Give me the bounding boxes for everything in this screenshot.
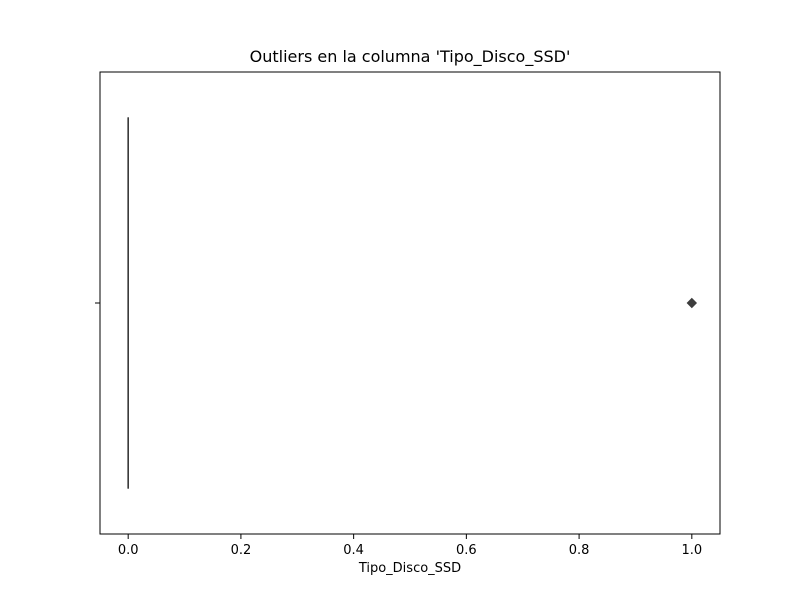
x-tick-label: 0.4 [343, 543, 364, 558]
plot-area-frame [99, 71, 721, 535]
x-tick-label: 0.2 [231, 543, 252, 558]
outlier-points [686, 297, 698, 309]
x-tick-label: 0.0 [118, 543, 139, 558]
chart-title: Outliers en la columna 'Tipo_Disco_SSD' [249, 47, 571, 66]
x-tick-label: 0.8 [569, 543, 590, 558]
outlier-point [686, 297, 698, 309]
x-axis-ticks: 0.0 0.2 0.4 0.6 0.8 1.0 [118, 534, 702, 558]
x-tick-label: 1.0 [681, 543, 702, 558]
x-axis-label: Tipo_Disco_SSD [358, 561, 462, 576]
x-tick-label: 0.6 [456, 543, 477, 558]
